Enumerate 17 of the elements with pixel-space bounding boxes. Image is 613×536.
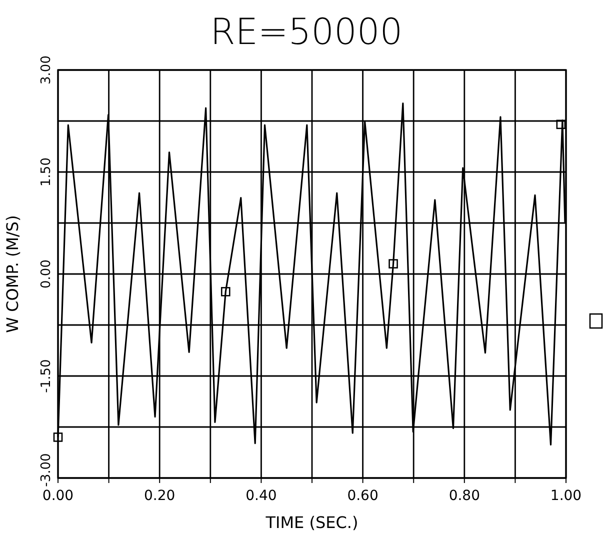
y-tick-label: -3.00 — [39, 453, 54, 487]
y-axis-title: W COMP. (M/S) — [3, 215, 22, 333]
y-tick-label: -1.50 — [39, 359, 54, 393]
point — [556, 120, 566, 130]
point — [388, 259, 398, 268]
x-axis-title: TIME (SEC.) — [264, 513, 358, 532]
y-tick-label: 1.50 — [39, 158, 54, 186]
x-tick-label: 1.00 — [550, 488, 582, 504]
point — [53, 432, 63, 442]
y-tick-label: 3.00 — [39, 56, 54, 84]
x-tick-label: 0.40 — [246, 488, 277, 504]
x-tick-label: 0.20 — [144, 488, 176, 504]
x-tick-label: 0.80 — [448, 488, 480, 504]
x-tick-label: 0.60 — [347, 488, 378, 504]
y-tick-label: 0.00 — [39, 260, 54, 288]
point — [220, 287, 230, 296]
chart-title: RE=50000 — [210, 12, 403, 53]
